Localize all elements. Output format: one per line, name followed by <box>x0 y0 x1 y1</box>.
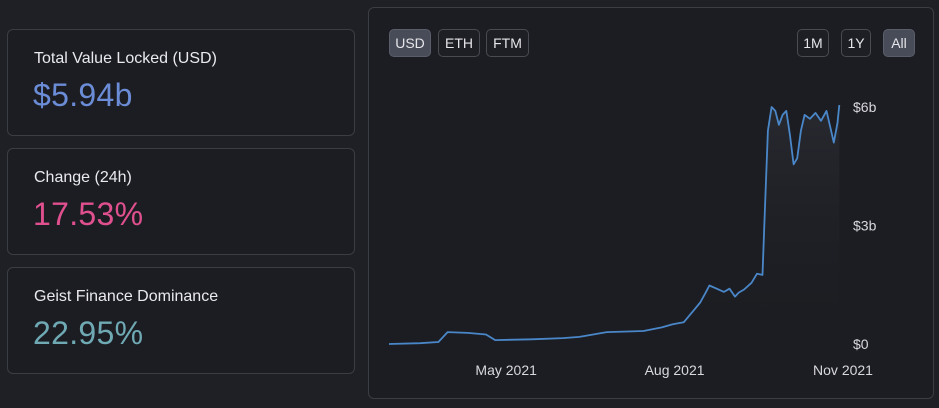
stat-value: 22.95% <box>33 315 144 351</box>
range-button-all[interactable]: All <box>883 29 915 57</box>
stat-label: Total Value Locked (USD) <box>34 50 217 67</box>
y-tick-label: $6b <box>853 99 877 115</box>
stat-value: $5.94b <box>33 77 133 113</box>
stat-label: Geist Finance Dominance <box>34 288 219 305</box>
currency-button-usd[interactable]: USD <box>389 29 431 57</box>
range-button-1m[interactable]: 1M <box>797 29 829 57</box>
stat-card-tvl: Total Value Locked (USD) $5.94b <box>7 29 355 136</box>
currency-button-ftm[interactable]: FTM <box>486 29 529 57</box>
tvl-area <box>389 105 840 344</box>
stat-card-change: Change (24h) 17.53% <box>7 148 355 255</box>
stat-label: Change (24h) <box>34 169 132 186</box>
y-tick-label: $0 <box>853 336 869 352</box>
currency-button-eth[interactable]: ETH <box>438 29 480 57</box>
tvl-series-line <box>388 104 841 345</box>
stat-card-dominance: Geist Finance Dominance 22.95% <box>7 267 355 374</box>
range-button-1y[interactable]: 1Y <box>841 29 871 57</box>
y-tick-label: $3b <box>853 218 877 234</box>
tvl-chart: $0 $3b $6b May 2021 Aug 2021 Nov 2021 <box>388 99 877 378</box>
x-tick-label: Aug 2021 <box>645 362 705 378</box>
chart-panel: USD ETH FTM 1M 1Y All $0 $3b $6b May 2021 Au… <box>368 7 934 399</box>
x-tick-label: May 2021 <box>475 362 537 378</box>
x-tick-label: Nov 2021 <box>813 362 873 378</box>
stat-value: 17.53% <box>33 196 144 232</box>
